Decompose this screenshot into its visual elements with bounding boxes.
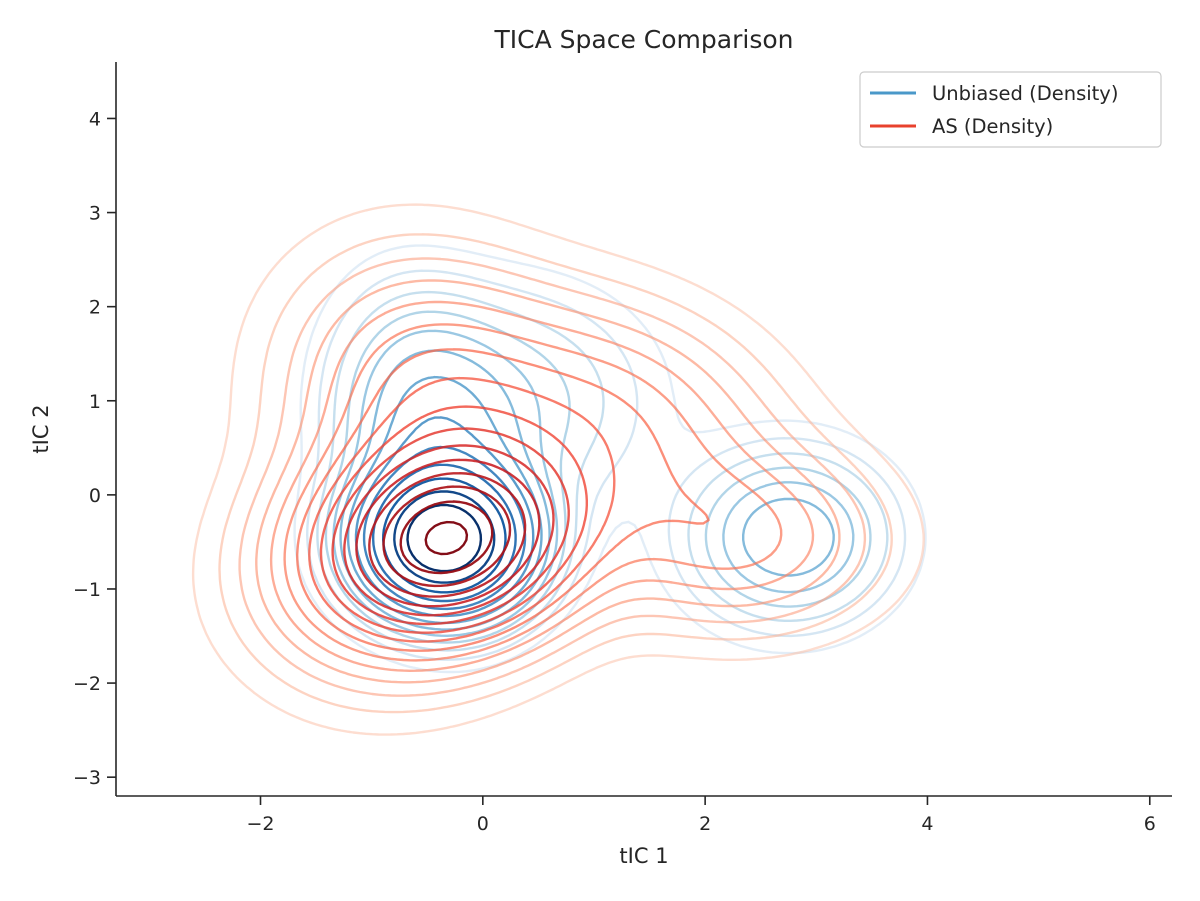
y-tick-label: 0 [89,485,101,507]
contour-plot-area [191,203,927,736]
contour-line [362,445,527,611]
axes [115,62,1172,797]
contour-line [293,244,927,674]
y-tick-label: 2 [89,297,101,319]
x-tick-label: 0 [477,813,489,835]
contour-line [218,233,893,714]
contour-line [283,323,783,662]
contour-line [191,203,925,736]
contour-line [238,257,867,697]
contour-line [424,520,469,556]
y-tick-label: −2 [73,673,101,695]
y-tick-label: −3 [73,767,101,789]
contour-line [308,376,616,643]
x-tick-label: 6 [1144,813,1156,835]
y-tick-label: 4 [89,108,101,130]
contour-line [343,444,555,617]
x-ticks: −2 0 2 4 6 [246,796,1156,835]
contour-line [255,279,841,684]
x-axis-label: tIC 1 [619,844,668,868]
contour-line [331,427,570,626]
y-tick-label: 1 [89,391,101,413]
contour-line [296,348,710,652]
legend: Unbiased (Density) AS (Density) [859,71,1162,148]
contour-line [355,458,541,608]
x-tick-label: 2 [699,813,711,835]
y-axis-label: tIC 2 [29,404,53,453]
x-tick-label: 4 [921,813,933,835]
contour-line [319,405,588,634]
legend-box [859,71,1162,148]
y-ticks: −3 −2 −1 0 1 2 3 4 [73,108,116,789]
contour-line [393,490,496,584]
legend-label-as: AS (Density) [932,115,1053,138]
contour-line [332,329,855,637]
contour-line [316,290,889,652]
contour-line [346,375,543,625]
contour-series-as [191,203,925,736]
contour-line [406,503,483,573]
y-tick-label: 3 [89,203,101,225]
legend-label-unbiased: Unbiased (Density) [932,82,1118,105]
chart-title: TICA Space Comparison [494,25,794,54]
contour-line [399,500,494,575]
y-tick-label: −1 [73,579,101,601]
contour-line [306,269,907,661]
contour-line [269,300,815,672]
contour-line [368,472,527,598]
contour-line [382,485,512,588]
x-tick-label: −2 [246,813,274,835]
